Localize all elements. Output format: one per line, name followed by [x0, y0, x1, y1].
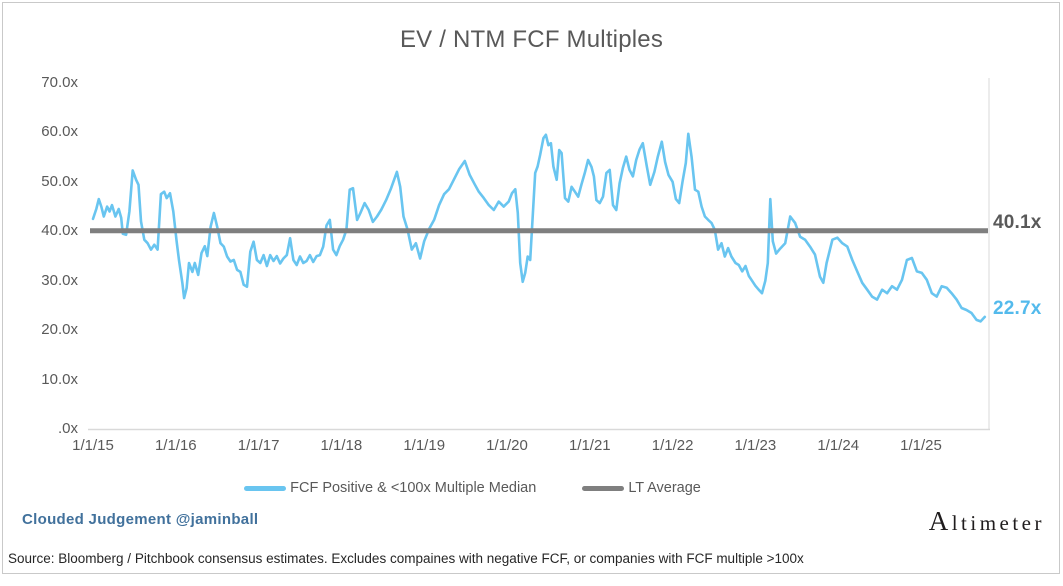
- brand-attribution: Clouded Judgement @jaminball: [22, 511, 259, 528]
- y-tick-label: 30.0x: [41, 271, 78, 289]
- y-tick-label: 60.0x: [41, 123, 78, 141]
- x-tick-label: 1/1/23: [734, 437, 777, 454]
- x-tick-label: 1/1/17: [237, 437, 280, 454]
- x-tick-label: 1/1/22: [651, 437, 694, 454]
- x-tick-label: 1/1/16: [154, 437, 197, 454]
- source-note: Source: Bloomberg / Pitchbook consensus …: [8, 551, 804, 566]
- latest-value-label: 22.7x: [993, 298, 1042, 320]
- x-tick-label: 1/1/18: [320, 437, 363, 454]
- y-tick-label: 20.0x: [41, 321, 78, 339]
- legend-label-lt-average: LT Average: [628, 480, 701, 496]
- x-tick-label: 1/1/24: [817, 437, 860, 454]
- median-line-swatch: [244, 485, 287, 491]
- y-tick-label: 50.0x: [41, 172, 78, 190]
- altimeter-logo: Altimeter: [928, 506, 1045, 536]
- x-tick-label: 1/1/19: [403, 437, 446, 454]
- y-tick-label: 40.0x: [41, 222, 78, 240]
- chart-title: EV / NTM FCF Multiples: [399, 26, 664, 53]
- x-tick-label: 1/1/25: [900, 437, 942, 454]
- legend-entry-median: FCF Positive & <100x Multiple Median: [244, 480, 536, 496]
- lt-average-value-label: 40.1x: [993, 212, 1042, 234]
- y-tick-label: .0x: [57, 420, 78, 438]
- x-tick-label: 1/1/15: [72, 437, 114, 454]
- fcf-median-line-series: [91, 132, 987, 323]
- lt-average-line-swatch: [582, 485, 625, 491]
- y-tick-label: 70.0x: [41, 73, 78, 91]
- x-tick-label: 1/1/21: [568, 437, 611, 454]
- x-tick-label: 1/1/20: [486, 437, 528, 454]
- legend-entry-lt-average: LT Average: [582, 480, 701, 496]
- y-tick-label: 10.0x: [41, 370, 78, 388]
- legend-label-median: FCF Positive & <100x Multiple Median: [290, 480, 537, 496]
- chart-legend: FCF Positive & <100x Multiple Median LT …: [0, 480, 1004, 496]
